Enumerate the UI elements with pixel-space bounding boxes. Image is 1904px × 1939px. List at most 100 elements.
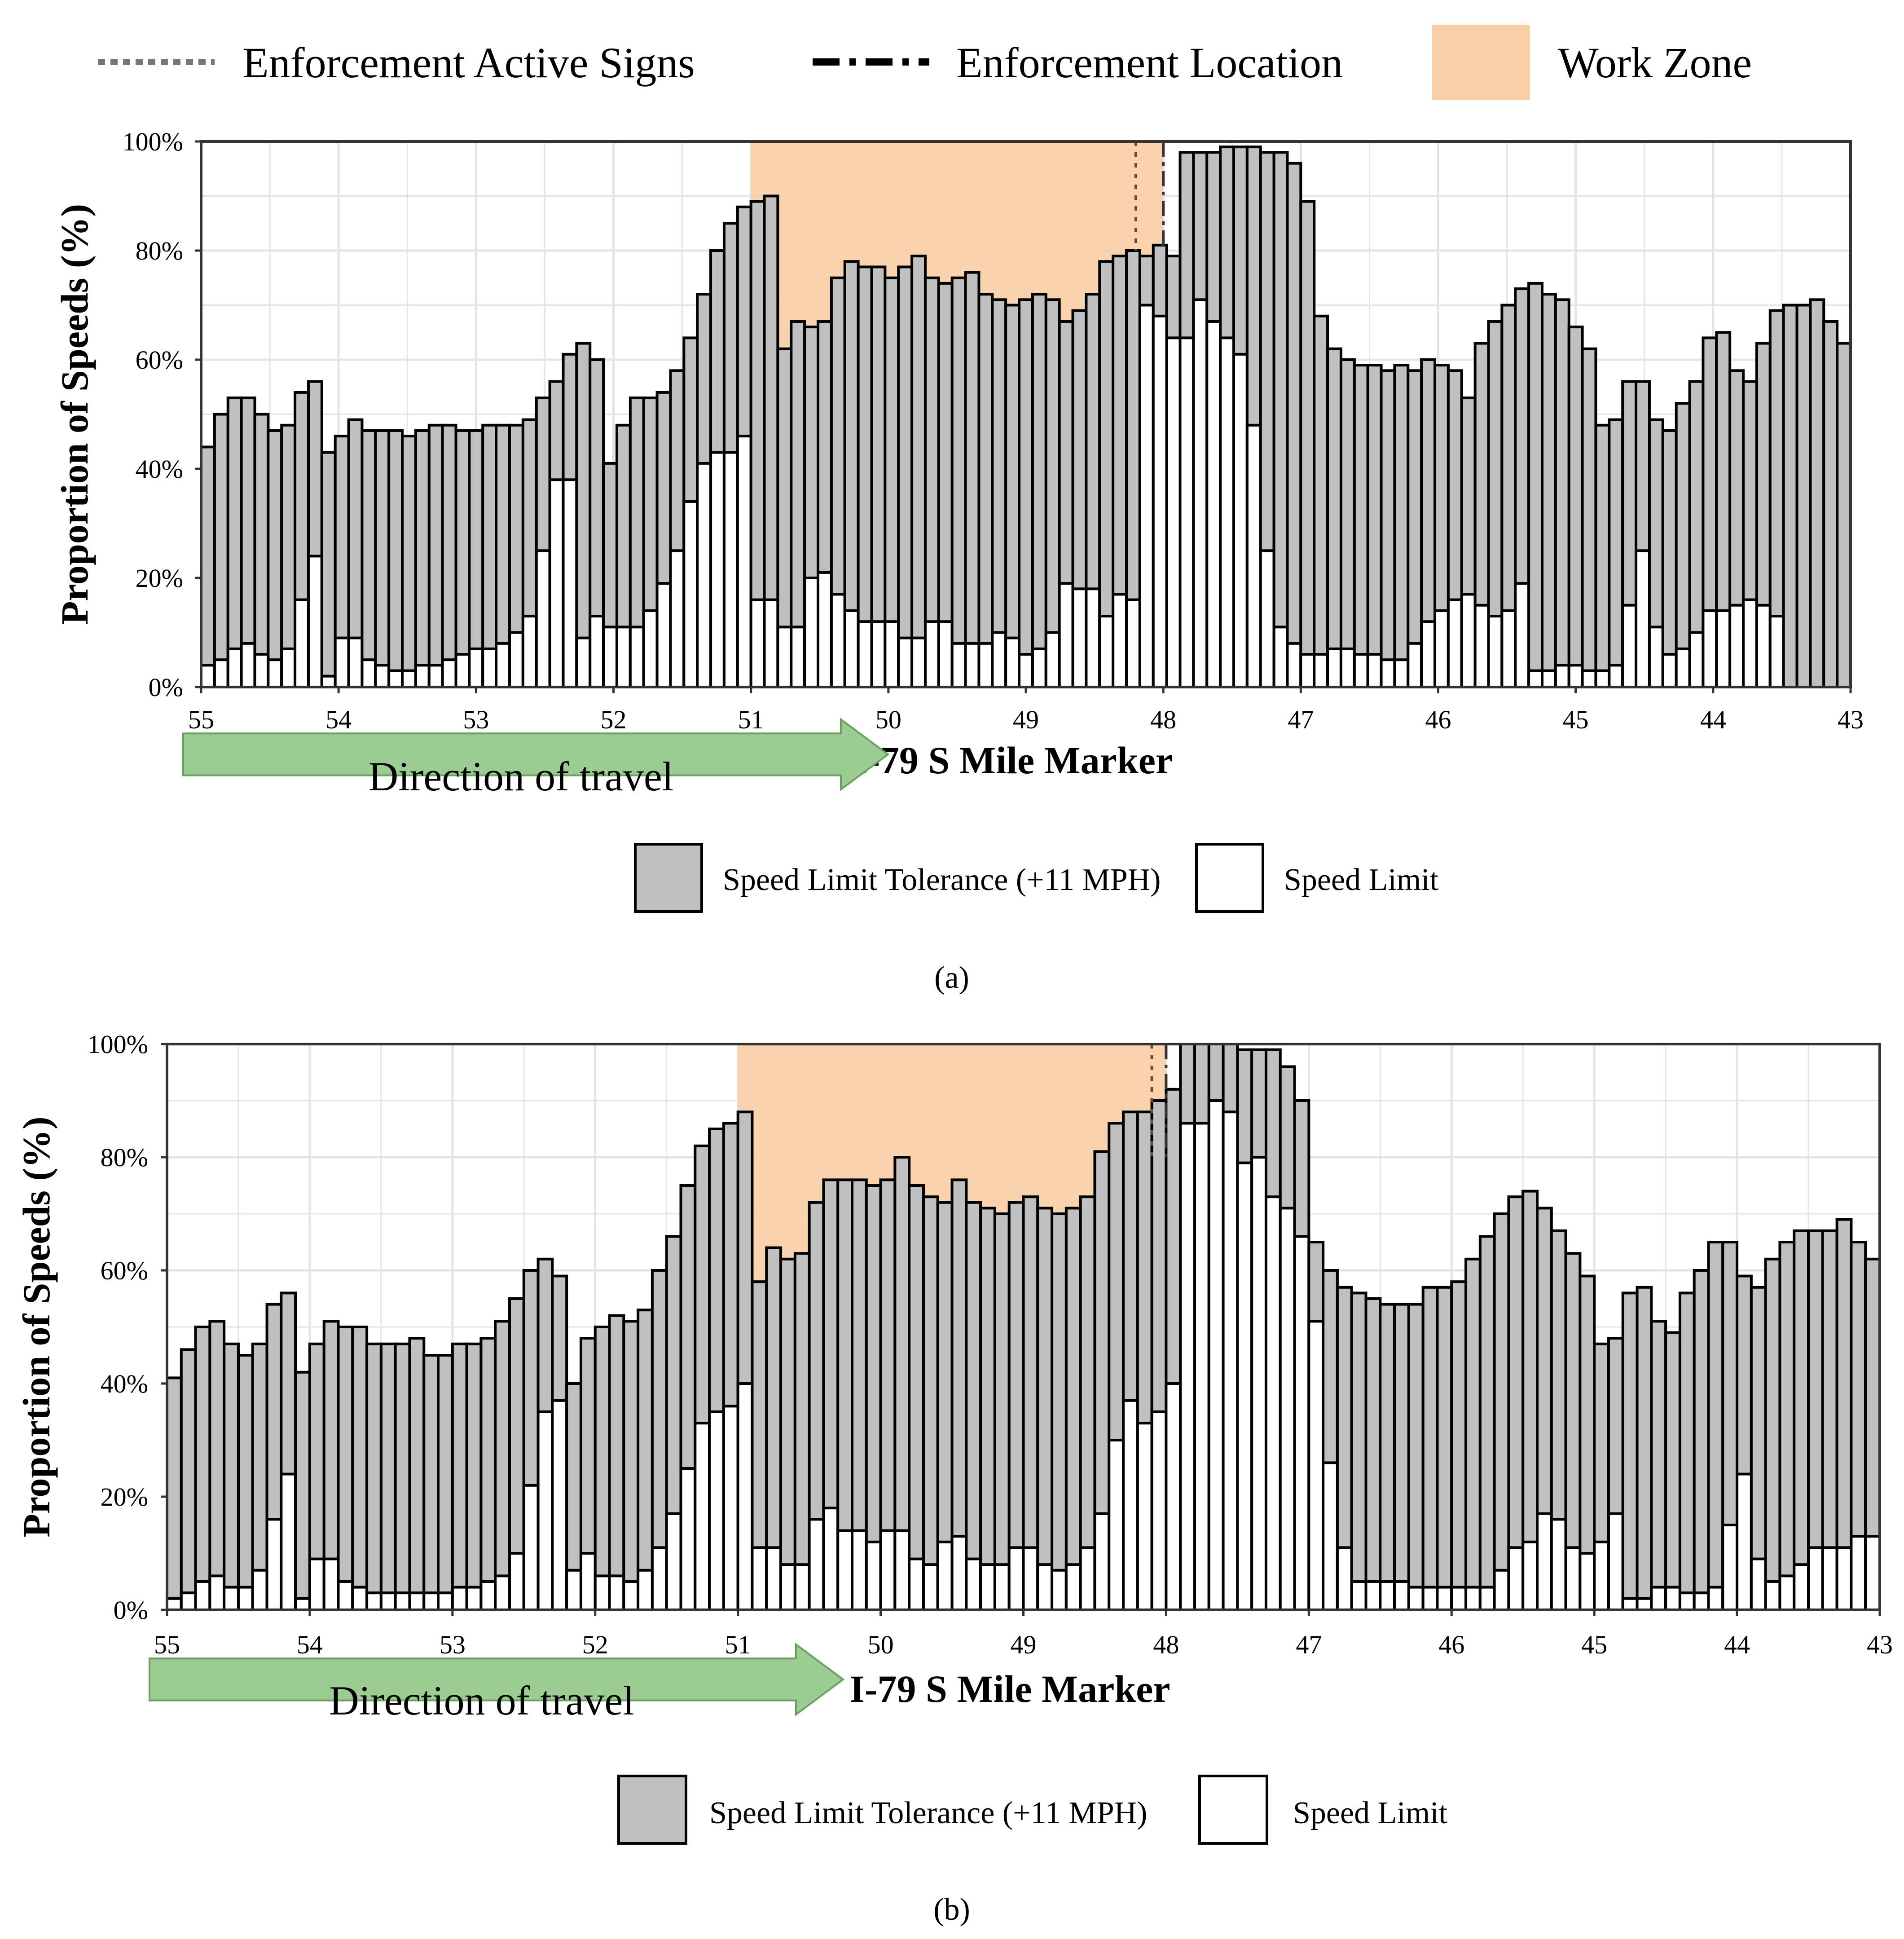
bar-speed-limit bbox=[1299, 653, 1316, 688]
bar-tolerance bbox=[1044, 298, 1061, 688]
bar-speed-limit bbox=[808, 1518, 825, 1611]
bar-speed-limit bbox=[194, 1580, 211, 1611]
bar-tolerance bbox=[1051, 1212, 1068, 1611]
bar-speed-limit bbox=[1112, 593, 1128, 688]
bar-tolerance bbox=[422, 1354, 440, 1611]
bar-speed-limit bbox=[655, 582, 672, 689]
legend-workzone-swatch bbox=[1432, 25, 1530, 100]
x-tick-label: 43 bbox=[1838, 705, 1864, 734]
bar-speed-limit bbox=[1125, 598, 1141, 688]
x-tick-label: 55 bbox=[188, 705, 214, 734]
bar-speed-limit bbox=[991, 631, 1007, 688]
panel-a-x-ticks: 55 54 53 52 51 50 49 48 47 46 45 44 43 bbox=[188, 687, 1864, 734]
bar-speed-limit bbox=[562, 478, 578, 689]
bar-speed-limit bbox=[722, 451, 739, 688]
bar-tolerance bbox=[1407, 1303, 1425, 1612]
bar-speed-limit bbox=[736, 435, 752, 688]
bar-speed-limit bbox=[374, 664, 391, 689]
x-tick-label: 48 bbox=[1153, 1630, 1179, 1659]
bar-speed-limit bbox=[1487, 615, 1504, 689]
bar-tolerance bbox=[451, 1342, 468, 1612]
bar-tolerance bbox=[267, 429, 283, 688]
bar-speed-limit bbox=[923, 620, 940, 688]
bar-speed-limit bbox=[1473, 604, 1490, 688]
bar-tolerance bbox=[1809, 298, 1825, 688]
bar-speed-limit bbox=[351, 1586, 369, 1612]
bar-tolerance bbox=[441, 423, 457, 688]
bar-tolerance bbox=[1554, 298, 1570, 688]
bar-speed-limit bbox=[1407, 642, 1423, 689]
bar-speed-limit bbox=[441, 658, 457, 688]
bar-speed-limit bbox=[1742, 598, 1758, 688]
bar-tolerance bbox=[337, 1326, 354, 1611]
bar-tolerance bbox=[1436, 1286, 1453, 1612]
bar-tolerance bbox=[223, 1342, 240, 1612]
bar-speed-limit bbox=[937, 620, 954, 688]
bar-speed-limit bbox=[1554, 664, 1570, 689]
legend-location-label: Enforcement Location bbox=[956, 39, 1343, 87]
bar-tolerance bbox=[1464, 1257, 1482, 1612]
x-tick-label: 46 bbox=[1425, 705, 1451, 734]
bar-speed-limit bbox=[977, 642, 994, 689]
bar-speed-limit bbox=[1608, 664, 1624, 689]
bar-speed-limit bbox=[253, 653, 270, 688]
bar-speed-limit bbox=[361, 658, 377, 688]
bar-tolerance bbox=[979, 1207, 996, 1611]
bar-tolerance bbox=[1608, 418, 1624, 688]
bar-speed-limit bbox=[708, 1410, 725, 1611]
bar-tolerance bbox=[1407, 369, 1423, 688]
bar-speed-limit bbox=[1593, 1540, 1610, 1612]
bar-tolerance bbox=[394, 1342, 411, 1612]
bar-tolerance bbox=[950, 276, 967, 688]
bar-speed-limit bbox=[401, 669, 417, 689]
bar-speed-limit bbox=[481, 647, 498, 688]
bar-tolerance bbox=[1795, 304, 1812, 688]
panel-a-direction-label: Direction of travel bbox=[369, 754, 674, 799]
bar-speed-limit bbox=[437, 1591, 454, 1611]
bar-speed-limit bbox=[200, 664, 216, 689]
bar-speed-limit bbox=[1621, 604, 1638, 688]
bar-speed-limit bbox=[1678, 1591, 1696, 1611]
bar-speed-limit bbox=[1521, 1540, 1539, 1612]
bar-speed-limit bbox=[454, 653, 471, 688]
bar-speed-limit bbox=[1279, 1207, 1296, 1611]
panel-b-direction-arrow bbox=[149, 1643, 845, 1716]
bar-speed-limit bbox=[1380, 658, 1396, 688]
bar-tolerance bbox=[1675, 402, 1691, 688]
bar-speed-limit bbox=[294, 1597, 311, 1612]
bar-speed-limit bbox=[535, 549, 551, 688]
bar-speed-limit bbox=[1550, 1518, 1567, 1611]
x-tick-label: 47 bbox=[1288, 705, 1314, 734]
bar-speed-limit bbox=[679, 1467, 697, 1611]
bar-speed-limit bbox=[521, 615, 538, 689]
bar-speed-limit bbox=[166, 1597, 183, 1612]
bar-speed-limit bbox=[320, 674, 337, 688]
bar-tolerance bbox=[1326, 347, 1342, 688]
panel-b-legend-speedlimit-label: Speed Limit bbox=[1293, 1796, 1448, 1830]
bar-tolerance bbox=[1286, 162, 1302, 689]
bar-speed-limit bbox=[1736, 1472, 1753, 1612]
bar-speed-limit bbox=[1567, 664, 1584, 689]
y-tick-label: 20% bbox=[101, 1482, 148, 1512]
panel-b-y-ticks: 0% 20% 40% 60% 80% 100% bbox=[88, 1030, 167, 1625]
bar-speed-limit bbox=[803, 577, 820, 688]
bar-speed-limit bbox=[468, 647, 484, 688]
bar-tolerance bbox=[1650, 1320, 1667, 1611]
bar-speed-limit bbox=[1044, 631, 1061, 688]
bar-speed-limit bbox=[267, 658, 283, 688]
bar-speed-limit bbox=[251, 1569, 268, 1612]
bar-speed-limit bbox=[334, 636, 350, 689]
panel-b-direction-label: Direction of travel bbox=[329, 1678, 634, 1723]
panel-a: 0% 20% 40% 60% 80% 100% 55 54 53 52 51 50 49 48 47 46 4… bbox=[53, 127, 1864, 995]
bar-speed-limit bbox=[1594, 669, 1611, 689]
bar-speed-limit bbox=[1007, 1546, 1025, 1611]
bar-speed-limit bbox=[1407, 1586, 1425, 1612]
bar-speed-limit bbox=[1821, 1546, 1838, 1611]
bar-speed-limit bbox=[1835, 1546, 1853, 1611]
bar-speed-limit bbox=[1259, 549, 1275, 688]
bar-speed-limit bbox=[180, 1591, 197, 1611]
bar-speed-limit bbox=[1564, 1546, 1582, 1611]
bar-speed-limit bbox=[950, 1535, 968, 1611]
bar-speed-limit bbox=[1493, 1569, 1510, 1612]
